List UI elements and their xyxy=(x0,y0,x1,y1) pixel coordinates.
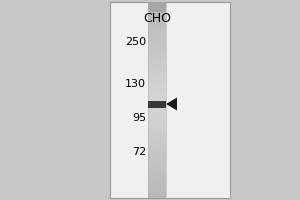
Bar xyxy=(148,95,166,98)
Bar xyxy=(148,66,166,68)
Bar xyxy=(148,115,166,117)
Bar xyxy=(148,58,166,61)
Bar xyxy=(148,53,166,56)
Bar xyxy=(148,122,166,124)
Polygon shape xyxy=(166,98,177,110)
Bar xyxy=(148,29,166,31)
Bar xyxy=(148,169,166,171)
Bar xyxy=(110,2,230,198)
Bar xyxy=(148,14,166,17)
Bar xyxy=(148,7,166,9)
Bar xyxy=(148,41,166,44)
Bar xyxy=(148,161,166,164)
Bar xyxy=(148,134,166,137)
Bar xyxy=(148,191,166,193)
Bar xyxy=(148,173,166,176)
Bar xyxy=(148,183,166,186)
Bar xyxy=(148,156,166,159)
Bar xyxy=(148,90,166,93)
Bar xyxy=(148,154,166,156)
Bar xyxy=(148,107,166,110)
Bar xyxy=(148,137,166,139)
Bar xyxy=(148,61,166,63)
Bar xyxy=(148,105,166,107)
Bar xyxy=(148,36,166,39)
Bar xyxy=(148,63,166,66)
Bar xyxy=(148,149,166,151)
Bar xyxy=(148,188,166,191)
Bar xyxy=(148,80,166,83)
Bar xyxy=(148,176,166,178)
Bar xyxy=(148,12,166,14)
Text: 95: 95 xyxy=(132,113,146,123)
Bar xyxy=(148,166,166,169)
Text: CHO: CHO xyxy=(143,12,171,25)
Bar xyxy=(148,112,166,115)
Bar xyxy=(148,127,166,129)
Bar xyxy=(148,24,166,26)
Text: 72: 72 xyxy=(132,147,146,157)
Bar xyxy=(148,71,166,73)
Bar xyxy=(148,93,166,95)
Bar xyxy=(148,39,166,41)
Bar xyxy=(148,9,166,12)
Bar xyxy=(148,129,166,132)
Bar xyxy=(148,51,166,53)
Bar xyxy=(148,164,166,166)
Text: 250: 250 xyxy=(125,37,146,47)
Bar xyxy=(148,102,166,105)
Bar xyxy=(148,56,166,58)
Bar xyxy=(148,34,166,36)
Bar xyxy=(148,2,166,4)
Bar xyxy=(148,46,166,49)
Bar xyxy=(148,159,166,161)
Bar xyxy=(148,78,166,80)
Bar xyxy=(148,100,166,108)
Bar xyxy=(148,83,166,85)
Bar xyxy=(148,4,166,7)
Bar xyxy=(148,178,166,181)
Bar xyxy=(148,171,166,173)
Bar xyxy=(148,68,166,71)
Bar xyxy=(148,19,166,22)
Bar xyxy=(148,120,166,122)
Bar xyxy=(148,44,166,46)
Bar xyxy=(148,124,166,127)
Bar xyxy=(148,17,166,19)
Bar xyxy=(148,139,166,142)
Bar xyxy=(148,193,166,196)
Bar xyxy=(148,85,166,88)
Bar xyxy=(148,49,166,51)
Bar xyxy=(148,100,166,102)
Bar xyxy=(148,186,166,188)
Bar xyxy=(148,98,166,100)
Text: 130: 130 xyxy=(125,79,146,89)
Bar xyxy=(148,181,166,183)
Bar xyxy=(148,132,166,134)
Bar xyxy=(148,75,166,78)
Bar xyxy=(148,31,166,34)
Bar xyxy=(148,26,166,29)
Bar xyxy=(148,110,166,112)
Bar xyxy=(148,196,166,198)
Bar xyxy=(148,142,166,144)
Bar xyxy=(148,73,166,75)
Bar xyxy=(148,144,166,147)
Bar xyxy=(148,147,166,149)
Bar xyxy=(148,117,166,120)
Bar xyxy=(148,88,166,90)
Bar xyxy=(148,22,166,24)
Bar xyxy=(148,151,166,154)
